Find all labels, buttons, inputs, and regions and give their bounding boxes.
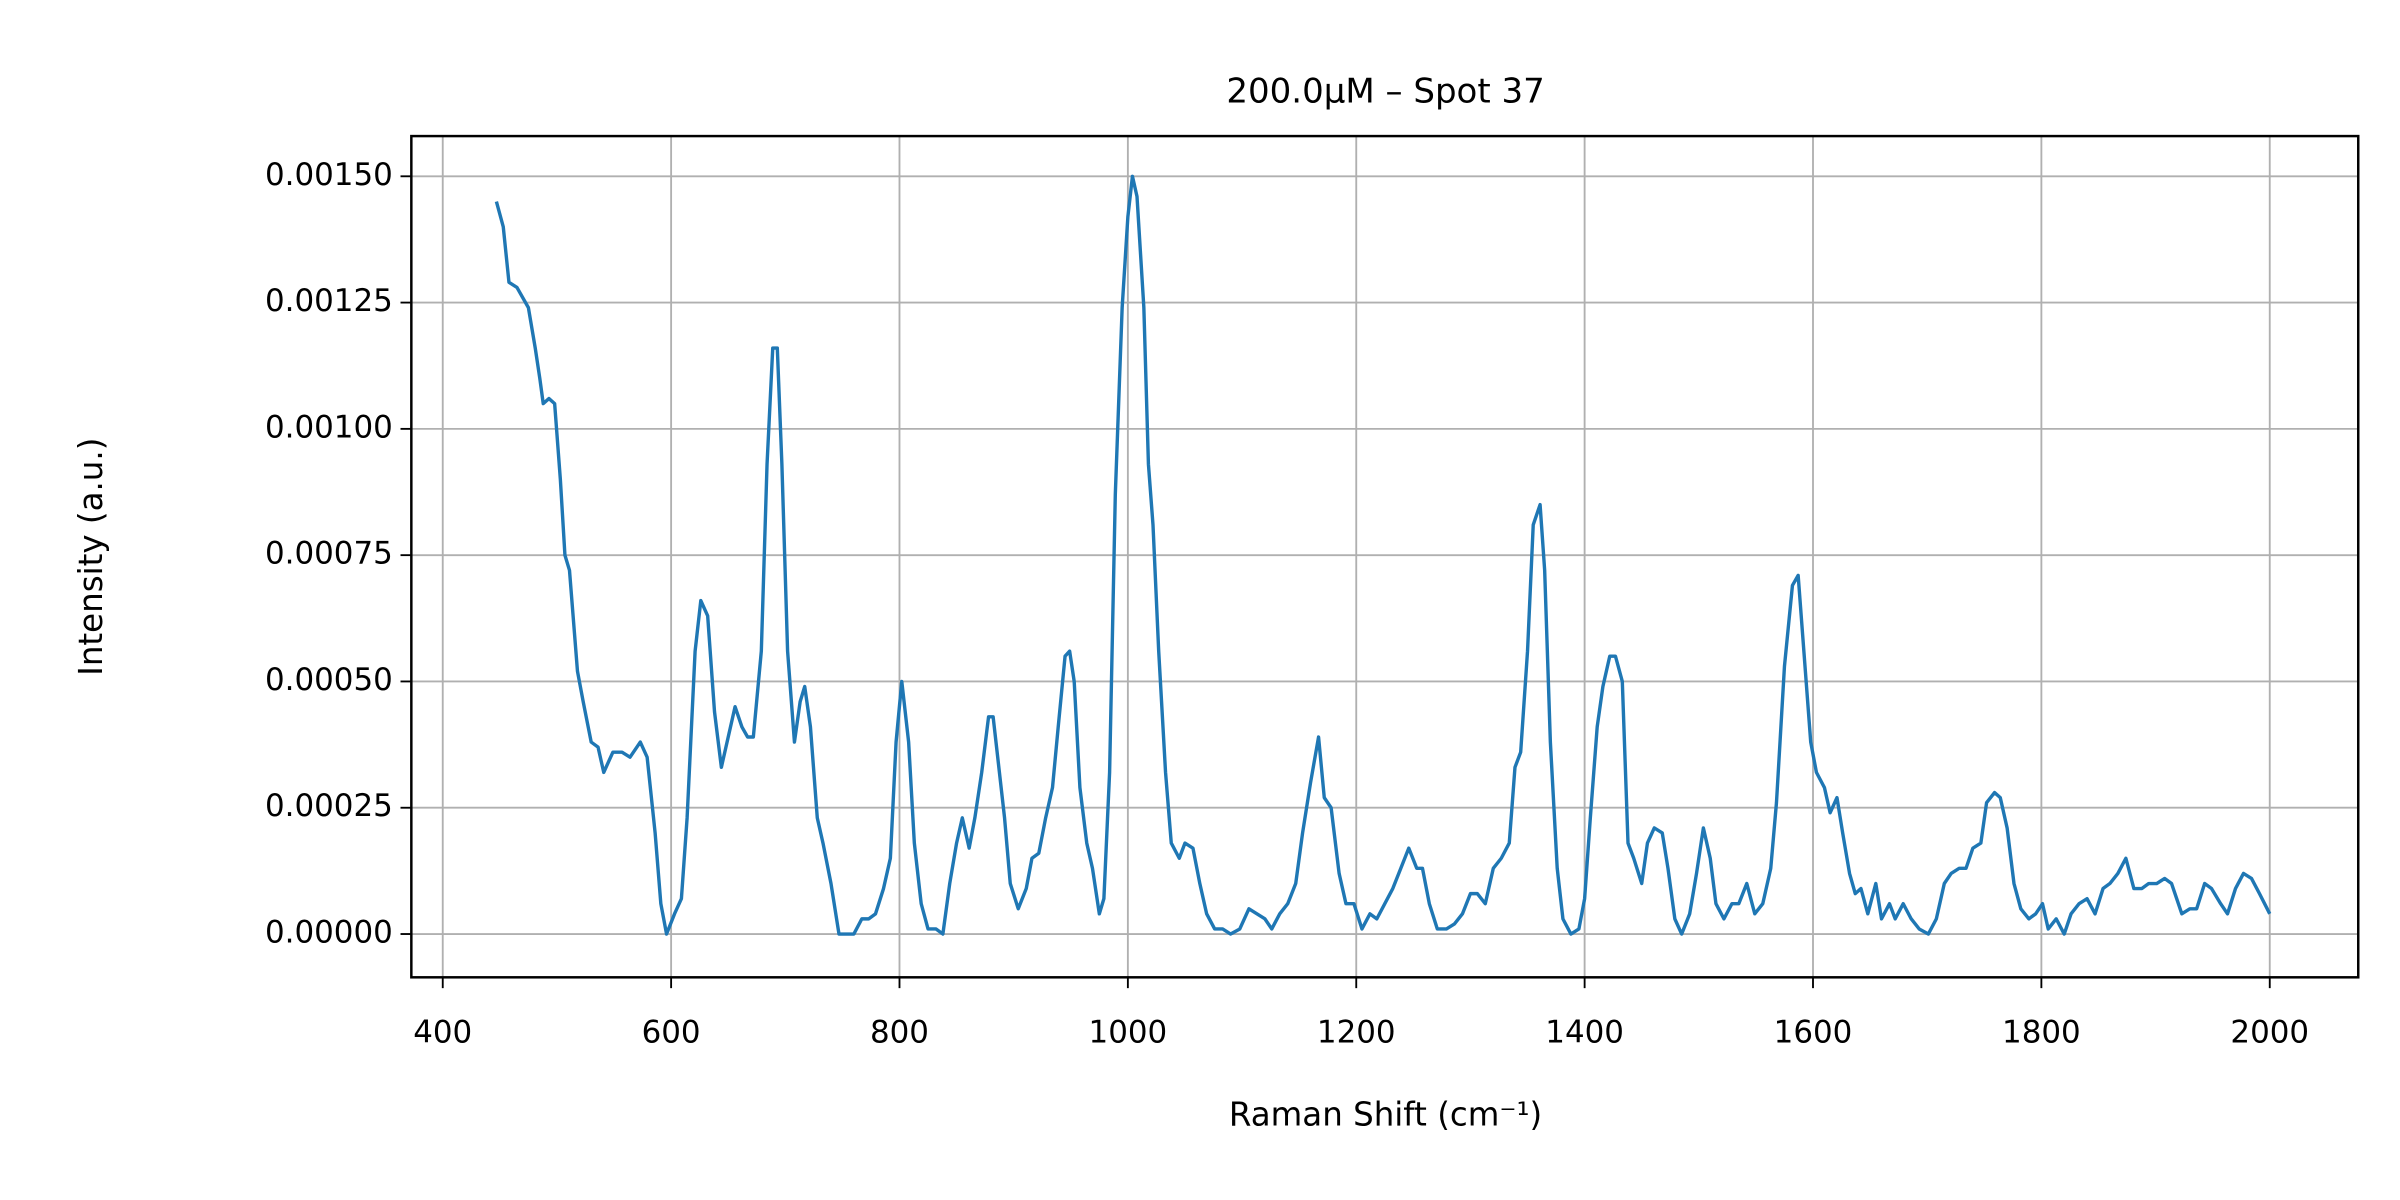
spectrum-line xyxy=(494,174,2272,936)
x-tick-label: 1200 xyxy=(1317,1014,1396,1050)
y-tick-label: 0.00050 xyxy=(265,662,393,698)
x-tick-label: 800 xyxy=(870,1014,929,1050)
x-tick-label: 400 xyxy=(413,1014,472,1050)
y-tick-label: 0.00025 xyxy=(265,788,393,824)
chart-title: 200.0μM – Spot 37 xyxy=(1226,71,1544,111)
x-tick-label: 600 xyxy=(642,1014,701,1050)
y-axis-label: Intensity (a.u.) xyxy=(72,438,110,676)
y-tick-label: 0.00075 xyxy=(265,536,393,572)
x-axis-label: Raman Shift (cm⁻¹) xyxy=(1229,1095,1542,1133)
y-tick-label: 0.00150 xyxy=(265,157,393,193)
plot-frame xyxy=(410,134,2360,979)
x-tick-label: 1000 xyxy=(1089,1014,1168,1050)
x-tick-label: 2000 xyxy=(2230,1014,2309,1050)
y-tick-label: 0.00000 xyxy=(265,915,393,951)
x-tick-label: 1600 xyxy=(1774,1014,1853,1050)
y-tick-label: 0.00100 xyxy=(265,409,393,445)
x-tick-label: 1400 xyxy=(1545,1014,1624,1050)
y-tick-label: 0.00125 xyxy=(265,283,393,319)
x-tick-label: 1800 xyxy=(2002,1014,2081,1050)
